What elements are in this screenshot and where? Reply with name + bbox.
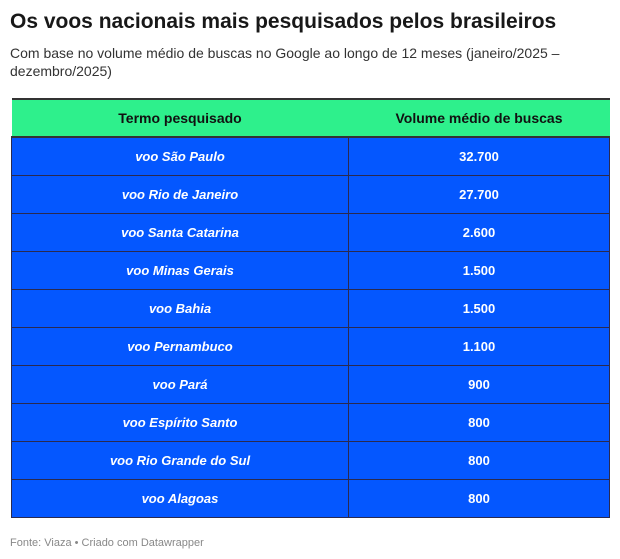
column-header-volume: Volume médio de buscas: [348, 98, 610, 138]
term-cell: voo Pernambuco: [11, 327, 349, 366]
volume-cell: 32.700: [348, 137, 610, 176]
term-cell: voo Bahia: [11, 289, 349, 328]
table-row: voo Bahia 1.500: [11, 289, 610, 328]
term-cell: voo Alagoas: [11, 479, 349, 518]
table-row: voo Rio de Janeiro 27.700: [11, 175, 610, 214]
term-cell: voo Rio Grande do Sul: [11, 441, 349, 480]
term-cell: voo São Paulo: [11, 137, 349, 176]
volume-cell: 1.500: [348, 289, 610, 328]
chart-subtitle: Com base no volume médio de buscas no Go…: [10, 45, 560, 79]
volume-cell: 800: [348, 479, 610, 518]
column-header-term: Termo pesquisado: [11, 98, 349, 138]
table-row: voo São Paulo 32.700: [11, 137, 610, 176]
volume-cell: 27.700: [348, 175, 610, 214]
volume-cell: 2.600: [348, 213, 610, 252]
volume-cell: 800: [348, 403, 610, 442]
volume-cell: 1.500: [348, 251, 610, 290]
volume-cell: 800: [348, 441, 610, 480]
volume-cell: 1.100: [348, 327, 610, 366]
term-cell: voo Santa Catarina: [11, 213, 349, 252]
term-cell: voo Pará: [11, 365, 349, 404]
chart-title: Os voos nacionais mais pesquisados pelos…: [10, 10, 557, 33]
term-cell: voo Minas Gerais: [11, 251, 349, 290]
term-cell: voo Rio de Janeiro: [11, 175, 349, 214]
table-row: voo Pernambuco 1.100: [11, 327, 610, 366]
data-table: Termo pesquisado Volume médio de buscas …: [11, 98, 610, 518]
table-header-row: Termo pesquisado Volume médio de buscas: [11, 98, 610, 138]
table-row: voo Santa Catarina 2.600: [11, 213, 610, 252]
table-row: voo Rio Grande do Sul 800: [11, 441, 610, 480]
volume-cell: 900: [348, 365, 610, 404]
table-row: voo Pará 900: [11, 365, 610, 404]
source-footer: Fonte: Viaza • Criado com Datawrapper: [10, 537, 204, 549]
table-row: voo Minas Gerais 1.500: [11, 251, 610, 290]
table-row: voo Espírito Santo 800: [11, 403, 610, 442]
term-cell: voo Espírito Santo: [11, 403, 349, 442]
table-row: voo Alagoas 800: [11, 479, 610, 518]
